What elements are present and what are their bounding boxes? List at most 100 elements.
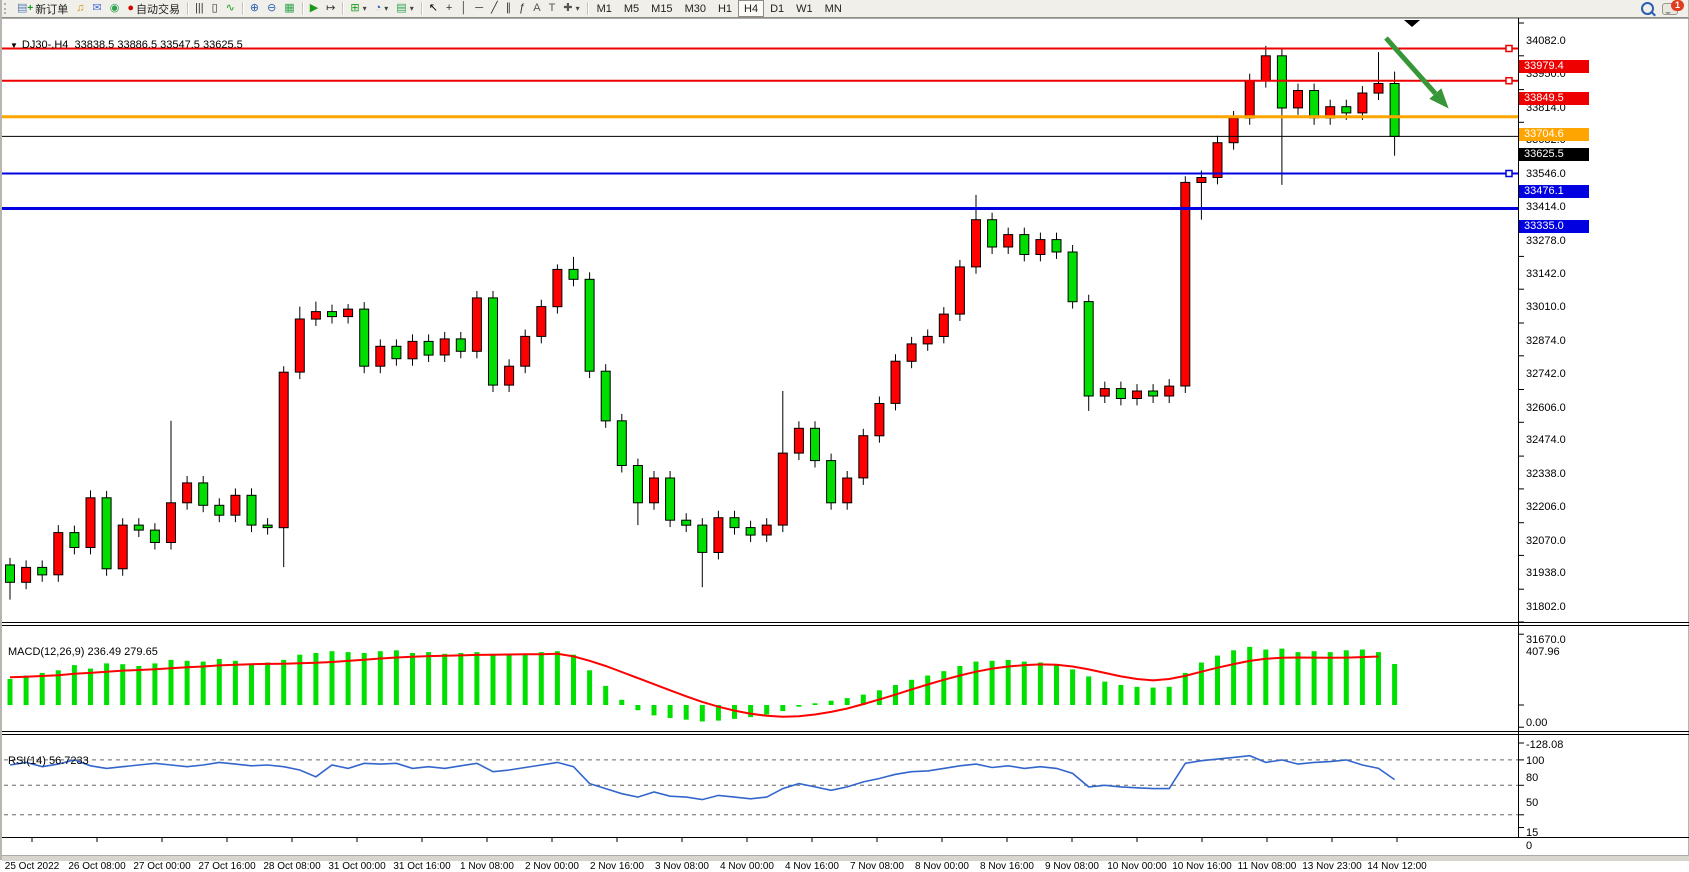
chart-ohlc-values: 33838.5 33886.5 33547.5 33625.5 [74, 39, 243, 51]
time-axis-label[interactable]: 11 Nov 08:00 [1237, 861, 1297, 872]
time-axis-label[interactable]: 3 Nov 08:00 [655, 861, 709, 872]
time-axis-label[interactable]: 10 Nov 00:00 [1107, 861, 1167, 872]
time-axis-label[interactable]: 31 Oct 16:00 [393, 861, 451, 872]
line-chart-button[interactable]: ∿ [222, 0, 239, 17]
price-axis-label[interactable]: 33010.0 [1526, 301, 1566, 314]
toolbar-separator [420, 2, 422, 15]
timeframe-m15-button[interactable]: M15 [651, 2, 673, 15]
timeframe-w1-button[interactable]: W1 [796, 2, 813, 15]
rsi-axis-label[interactable]: 100 [1526, 755, 1545, 767]
rsi-axis-label[interactable]: 50 [1526, 797, 1539, 810]
zoom-out-button[interactable]: ⊖ [263, 0, 280, 17]
timeframe-d1-button[interactable]: D1 [770, 2, 785, 15]
chart-collapse-icon[interactable]: ▼ [10, 41, 18, 50]
text-button[interactable]: A [529, 0, 544, 17]
price-axis-label[interactable]: 31670.0 [1526, 633, 1566, 646]
mailbox-button[interactable]: ✉ [89, 0, 106, 17]
rsi-axis-label[interactable]: 0 [1526, 839, 1533, 852]
time-axis-label[interactable]: 27 Oct 00:00 [133, 861, 191, 872]
macd-axis-label[interactable]: 407.96 [1526, 646, 1560, 659]
sounds-button[interactable]: ♫ [72, 0, 88, 17]
macd-axis-label[interactable]: -128.08 [1526, 739, 1564, 752]
time-axis-label[interactable]: 25 Oct 2022 [4, 861, 60, 872]
price-axis-label[interactable]: 33414.0 [1526, 200, 1566, 213]
price-axis-label[interactable]: 33142.0 [1526, 268, 1566, 281]
time-axis-label[interactable]: 14 Nov 12:00 [1367, 861, 1427, 872]
price-axis-label[interactable]: 32206.0 [1526, 500, 1566, 513]
templates-button[interactable]: ▤ ▾ [392, 0, 417, 17]
indicators-button[interactable]: ⊞ ▾ [346, 0, 370, 17]
time-axis-label[interactable]: 2 Nov 00:00 [525, 861, 579, 872]
horizontal-line-button[interactable]: ─ [471, 0, 487, 17]
price-axis-label[interactable]: 32874.0 [1526, 334, 1566, 347]
timeframe-m30-button[interactable]: M30 [684, 2, 706, 15]
hline-handle[interactable] [1505, 44, 1513, 53]
time-axis-label[interactable]: 4 Nov 16:00 [785, 861, 839, 872]
templates-icon: ▤ [396, 2, 407, 14]
price-axis-label[interactable]: 31938.0 [1526, 567, 1566, 580]
timeframe-m5-button[interactable]: M5 [623, 2, 640, 15]
equidistant-channel-button[interactable]: ∥ [502, 0, 516, 17]
chart-canvas[interactable] [2, 18, 1689, 860]
time-axis-label[interactable]: 27 Oct 16:00 [198, 861, 256, 872]
signals-button[interactable]: ◉ [106, 0, 124, 17]
time-axis-label[interactable]: 10 Nov 16:00 [1172, 861, 1232, 872]
hline-handle[interactable] [1505, 76, 1513, 85]
cursor-button[interactable]: ↖ [425, 0, 442, 17]
crosshair-button[interactable]: + [442, 0, 456, 17]
time-axis-label[interactable]: 8 Nov 00:00 [915, 861, 969, 872]
trendline-button[interactable]: ╱ [487, 0, 502, 17]
time-axis-label[interactable]: 13 Nov 23:00 [1302, 861, 1362, 872]
new-order-button[interactable]: ▤ + 新订单 [13, 0, 72, 17]
zoom-in-button[interactable]: ⊕ [246, 0, 263, 17]
time-axis-label[interactable]: 9 Nov 08:00 [1045, 861, 1099, 872]
price-axis-label[interactable]: 31802.0 [1526, 601, 1566, 614]
price-badge-33979.4: 33979.4 [1519, 59, 1589, 73]
price-axis-label[interactable]: 33546.0 [1526, 168, 1566, 181]
time-axis-label[interactable]: 28 Oct 08:00 [263, 861, 321, 872]
candlestick-chart-button[interactable]: ▯ [208, 0, 222, 17]
price-axis-label[interactable]: 32606.0 [1526, 401, 1566, 414]
rsi-axis-label[interactable]: 80 [1526, 771, 1539, 784]
time-axis-label[interactable]: 1 Nov 08:00 [460, 861, 514, 872]
chat-bubble-icon[interactable]: 1 [1662, 0, 1684, 15]
auto-trading-button[interactable]: ● 自动交易 [123, 0, 184, 17]
chevron-down-icon: ▾ [384, 4, 389, 13]
search-icon[interactable] [1641, 2, 1654, 15]
time-axis-label[interactable]: 26 Oct 08:00 [68, 861, 126, 872]
time-axis-label[interactable]: 2 Nov 16:00 [590, 861, 644, 872]
periods-button[interactable]: ◔ ▾ [371, 0, 393, 17]
price-axis-label[interactable]: 32070.0 [1526, 534, 1566, 547]
auto-scroll-button[interactable]: ▶ [306, 0, 322, 17]
bars-chart-button[interactable]: ||| [191, 0, 208, 17]
price-axis-label[interactable]: 33278.0 [1526, 234, 1566, 247]
tile-windows-button[interactable]: ▦ [280, 0, 298, 17]
rsi-axis-label[interactable]: 15 [1526, 826, 1539, 839]
time-axis-label[interactable]: 31 Oct 00:00 [328, 861, 386, 872]
time-axis-label[interactable]: 8 Nov 16:00 [980, 861, 1034, 872]
timeframe-h4-button[interactable]: H4 [738, 0, 765, 17]
chart-shift-button[interactable]: ↦ [322, 0, 339, 17]
price-badge-33625.5: 33625.5 [1519, 147, 1589, 161]
toolbar-separator [186, 2, 188, 15]
arrows-button[interactable]: ✚ ▾ [559, 0, 583, 17]
text-icon: A [533, 2, 541, 14]
macd-axis-label[interactable]: 0.00 [1526, 717, 1548, 729]
timeframe-m1-button[interactable]: M1 [596, 2, 612, 15]
price-axis-label[interactable]: 34082.0 [1526, 35, 1566, 47]
timeframe-mn-button[interactable]: MN [824, 2, 842, 15]
hline-handle[interactable] [1505, 169, 1513, 178]
time-axis-label[interactable]: 7 Nov 08:00 [850, 861, 904, 872]
price-axis-label[interactable]: 32474.0 [1526, 434, 1566, 447]
text-label-button[interactable]: T [545, 0, 560, 17]
rsi-line [9, 754, 1396, 801]
price-axis-label[interactable]: 32742.0 [1526, 367, 1566, 380]
vertical-line-button[interactable]: │ [456, 0, 471, 17]
time-axis-label[interactable]: 4 Nov 00:00 [720, 861, 774, 872]
price-axis-label[interactable]: 32338.0 [1526, 468, 1566, 481]
auto-scroll-icon: ▶ [309, 2, 319, 14]
timeframe-h1-button[interactable]: H1 [717, 2, 733, 15]
trend-arrow-head[interactable] [1429, 88, 1449, 109]
fibonacci-button[interactable]: ƒ [515, 0, 529, 17]
